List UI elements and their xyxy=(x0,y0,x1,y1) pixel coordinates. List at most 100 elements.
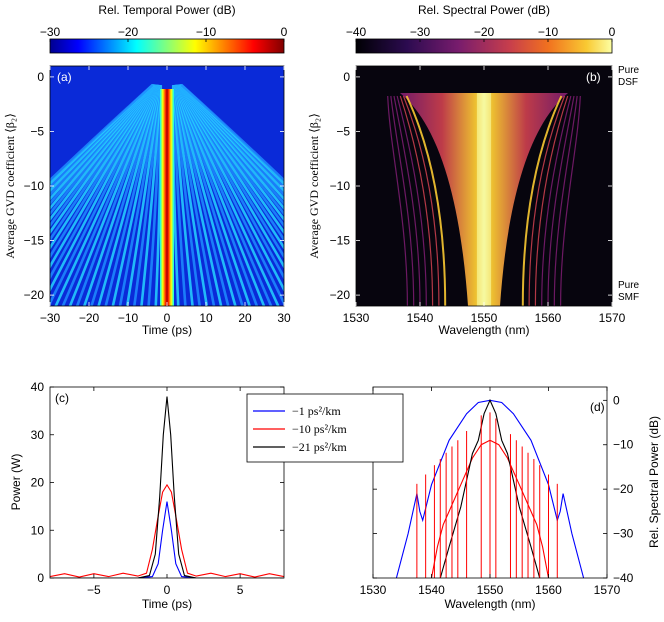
colorbar-b-tick-label: −20 xyxy=(474,25,495,39)
panel-a-fringes xyxy=(50,84,284,306)
y-tick-label: 0 xyxy=(37,70,44,84)
colorbar-b-tick-label: −10 xyxy=(538,25,559,39)
spectral-arc xyxy=(402,95,440,306)
panel-a-xlabel: Time (ps) xyxy=(142,323,192,337)
x-tick-label: 5 xyxy=(237,583,244,597)
x-tick-label: 1560 xyxy=(535,583,562,597)
y-tick-label: −20 xyxy=(330,288,351,302)
panel-d-ylabel: Rel. Spectral Power (dB) xyxy=(647,416,661,548)
spectral-arc xyxy=(393,95,421,306)
y-tick-label: −20 xyxy=(613,482,634,496)
spectral-arc xyxy=(405,95,447,306)
x-tick-label: 1560 xyxy=(535,311,562,325)
x-tick-label: 0 xyxy=(164,583,171,597)
y-tick-label: −5 xyxy=(336,124,350,138)
spectral-arc xyxy=(390,95,415,306)
panel-a-label: (a) xyxy=(57,70,72,84)
x-tick-label: 1550 xyxy=(477,583,504,597)
x-tick-label: 20 xyxy=(238,311,252,325)
y-tick-label: −40 xyxy=(613,571,634,585)
colorbar-a-tick-label: −10 xyxy=(196,25,217,39)
panel-a: −30 −20 −10 0 10 20 30 0 −5 −10 −15 −20 (a) Time (p… xyxy=(3,65,291,337)
y-tick-label: 40 xyxy=(31,380,45,394)
y-tick-label: 20 xyxy=(31,476,45,490)
y-tick-label: −10 xyxy=(613,438,634,452)
spectral-arc xyxy=(541,95,572,306)
colorbar-b-ticks: −40 −30 −20 −10 0 xyxy=(346,25,616,42)
colorbar-b-title: Rel. Spectral Power (dB) xyxy=(418,3,550,17)
x-tick-label: 1530 xyxy=(343,311,370,325)
y-tick-label: 0 xyxy=(613,393,620,407)
legend-box xyxy=(246,393,404,463)
series-line-2 xyxy=(50,396,284,578)
y-tick-label: −15 xyxy=(24,234,45,248)
series-line-1 xyxy=(50,483,284,578)
spectral-arc xyxy=(399,95,434,306)
x-tick-label: −10 xyxy=(118,311,139,325)
colorbar-a-tick-label: −30 xyxy=(40,25,61,39)
panel-d-label: (d) xyxy=(590,400,605,414)
fringe-line xyxy=(50,84,154,182)
panel-a-ylabel: Average GVD coefficient ⟨β₂⟩ xyxy=(3,113,17,258)
panel-c-ylabel: Power (W) xyxy=(9,454,23,511)
series-line-2 xyxy=(439,398,541,578)
colorbar-a-ticks: −30 −20 −10 0 xyxy=(40,25,288,42)
colorbar-a-tick-label: 0 xyxy=(281,25,288,39)
spectral-arc xyxy=(387,95,408,306)
annotation-pure-smf: Pure SMF xyxy=(618,280,640,303)
x-tick-label: −30 xyxy=(40,311,61,325)
annotation-pure-dsf: Pure DSF xyxy=(618,65,640,88)
y-tick-label: −5 xyxy=(30,124,44,138)
spectral-arc xyxy=(528,95,566,306)
x-tick-label: 1570 xyxy=(599,311,626,325)
panel-a-pulse-beam xyxy=(160,89,174,306)
x-tick-label: −5 xyxy=(87,583,101,597)
y-tick-label: 30 xyxy=(31,428,45,442)
x-tick-label: 1540 xyxy=(418,583,445,597)
x-tick-label: 1570 xyxy=(594,583,621,597)
panel-b: 1530 1540 1550 1560 1570 0 −5 −10 −15 −20 (b) Wav… xyxy=(307,65,640,337)
y-tick-label: −10 xyxy=(330,179,351,193)
x-tick-label: 1540 xyxy=(407,311,434,325)
colorbar-a-gradient xyxy=(49,38,285,54)
panel-c-xlabel: Time (ps) xyxy=(142,597,192,611)
spectral-arc xyxy=(521,95,563,306)
series-line-0 xyxy=(50,501,284,578)
spectral-arc xyxy=(396,95,427,306)
panel-c-label: (c) xyxy=(55,391,69,405)
y-tick-label: −15 xyxy=(330,234,351,248)
colorbar-a-title: Rel. Temporal Power (dB) xyxy=(98,3,235,17)
x-tick-label: 1550 xyxy=(471,311,498,325)
legend-label: −10 ps²/km xyxy=(292,422,347,436)
y-tick-label: −30 xyxy=(613,527,634,541)
panel-d-xlabel: Wavelength (nm) xyxy=(445,597,536,611)
panel-b-spectrum xyxy=(387,93,581,306)
colorbar-b-tick-label: 0 xyxy=(609,25,616,39)
spectral-arc xyxy=(534,95,569,306)
spectral-arc xyxy=(553,95,578,306)
fringe-line xyxy=(180,84,284,182)
x-tick-label: 0 xyxy=(164,311,171,325)
x-tick-label: 30 xyxy=(277,311,291,325)
y-tick-label: 10 xyxy=(31,523,45,537)
panel-b-ylabel: Average GVD coefficient ⟨β₂⟩ xyxy=(307,113,321,258)
colorbar-b-tick-label: −30 xyxy=(410,25,431,39)
panel-c: −5 0 5 0 10 20 30 40 (c) Time (ps) Power (W) xyxy=(9,380,285,611)
spectral-arc xyxy=(547,95,575,306)
spectral-arc xyxy=(560,95,581,306)
panel-b-label: (b) xyxy=(586,70,601,84)
panel-b-xlabel: Wavelength (nm) xyxy=(439,323,530,337)
y-tick-label: 0 xyxy=(37,571,44,585)
panel-d: 1530 1540 1550 1560 1570 0 −10 −20 −30 −40 (d) Wa… xyxy=(360,386,661,611)
x-tick-label: 1530 xyxy=(360,583,387,597)
y-tick-label: −10 xyxy=(24,179,45,193)
x-tick-label: −20 xyxy=(79,311,100,325)
y-tick-label: −20 xyxy=(24,288,45,302)
legend-label: −1 ps²/km xyxy=(292,404,341,418)
x-tick-label: 10 xyxy=(199,311,213,325)
y-tick-label: 0 xyxy=(343,70,350,84)
legend: −1 ps²/km −10 ps²/km −21 ps²/km xyxy=(246,393,404,463)
colorbar-a-tick-label: −20 xyxy=(118,25,139,39)
legend-label: −21 ps²/km xyxy=(292,440,347,454)
